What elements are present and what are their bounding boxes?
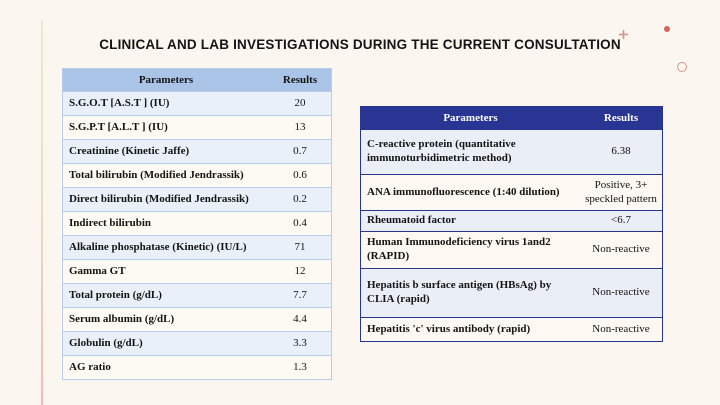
result-cell: 12 [294, 264, 306, 277]
table-row: Gamma GT 12 [63, 259, 331, 283]
result-cell: 3.3 [293, 336, 307, 349]
page-title: CLINICAL AND LAB INVESTIGATIONS DURING T… [99, 37, 621, 52]
parameter-cell: Alkaline phosphatase (Kinetic) (IU/L) [69, 240, 247, 253]
result-cell: 4.4 [293, 312, 307, 325]
column-header-parameters: Parameters [443, 112, 498, 124]
lab-results-table-left: Parameters Results S.G.O.T [A.S.T ] (IU)… [62, 68, 332, 380]
parameter-cell: S.G.P.T [A.L.T ] (IU) [69, 120, 168, 133]
table-row: Human Immunodeficiency virus 1and2 (RAPI… [361, 231, 662, 268]
result-cell: 1.3 [293, 360, 307, 373]
table-header-row: Parameters Results [63, 69, 331, 91]
parameter-cell: Hepatitis 'c' virus antibody (rapid) [367, 322, 531, 335]
result-cell: 71 [294, 240, 306, 253]
table-row: Creatinine (Kinetic Jaffe) 0.7 [63, 139, 331, 163]
parameter-cell: Total protein (g/dL) [69, 288, 162, 301]
table-row: Alkaline phosphatase (Kinetic) (IU/L) 71 [63, 235, 331, 259]
result-cell: 13 [294, 120, 306, 133]
column-header-results: Results [603, 112, 639, 124]
result-cell: <6.7 [611, 214, 631, 227]
lab-results-table-right: Parameters Results C-reactive protein (q… [360, 106, 663, 342]
parameter-cell: Hepatitis b surface antigen (HBsAg) by C… [367, 279, 552, 305]
result-cell: 0.6 [293, 168, 307, 181]
parameter-cell: Human Immunodeficiency virus 1and2 (RAPI… [367, 236, 551, 262]
table-row: Total bilirubin (Modified Jendrassik) 0.… [63, 163, 331, 187]
parameter-cell: Serum albumin (g/dL) [69, 312, 175, 325]
dot-icon [664, 26, 670, 32]
parameter-cell: Gamma GT [69, 264, 126, 277]
ring-icon [677, 62, 687, 72]
column-header-parameters: Parameters [138, 74, 194, 86]
table-header-row: Parameters Results [361, 107, 662, 129]
result-cell: 7.7 [293, 288, 307, 301]
parameter-cell: Creatinine (Kinetic Jaffe) [69, 144, 190, 157]
parameter-cell: AG ratio [69, 360, 111, 373]
table-row: S.G.P.T [A.L.T ] (IU) 13 [63, 115, 331, 139]
table-row: Hepatitis b surface antigen (HBsAg) by C… [361, 268, 662, 317]
result-cell: Non-reactive [592, 322, 650, 335]
table-row: Serum albumin (g/dL) 4.4 [63, 307, 331, 331]
plus-icon [618, 27, 629, 45]
gradient-line [41, 20, 43, 405]
parameter-cell: S.G.O.T [A.S.T ] (IU) [69, 96, 170, 109]
result-cell: 0.7 [293, 144, 307, 157]
table-row: AG ratio 1.3 [63, 355, 331, 379]
parameter-cell: Total bilirubin (Modified Jendrassik) [69, 168, 244, 181]
table-row: Hepatitis 'c' virus antibody (rapid) Non… [361, 317, 662, 341]
column-header-results: Results [282, 74, 318, 86]
parameter-cell: Direct bilirubin (Modified Jendrassik) [69, 192, 249, 205]
table-row: Rheumatoid factor <6.7 [361, 210, 662, 231]
parameter-cell: Globulin (g/dL) [69, 336, 143, 349]
result-cell: Positive, 3+ speckled pattern [585, 179, 657, 205]
result-cell: Non-reactive [592, 286, 650, 299]
table-row: Direct bilirubin (Modified Jendrassik) 0… [63, 187, 331, 211]
result-cell: Non-reactive [592, 243, 650, 256]
result-cell: 0.2 [293, 192, 307, 205]
parameter-cell: Indirect bilirubin [69, 216, 152, 229]
parameter-cell: Rheumatoid factor [367, 214, 456, 227]
result-cell: 20 [294, 96, 306, 109]
result-cell: 0.4 [293, 216, 307, 229]
table-row: S.G.O.T [A.S.T ] (IU) 20 [63, 91, 331, 115]
table-row: Globulin (g/dL) 3.3 [63, 331, 331, 355]
table-row: ANA immunofluorescence (1:40 dilution) P… [361, 174, 662, 210]
parameter-cell: C-reactive protein (quantitative immunot… [367, 138, 516, 164]
parameter-cell: ANA immunofluorescence (1:40 dilution) [367, 185, 560, 198]
table-row: Total protein (g/dL) 7.7 [63, 283, 331, 307]
table-row: Indirect bilirubin 0.4 [63, 211, 331, 235]
result-cell: 6.38 [611, 145, 631, 158]
table-row: C-reactive protein (quantitative immunot… [361, 129, 662, 174]
